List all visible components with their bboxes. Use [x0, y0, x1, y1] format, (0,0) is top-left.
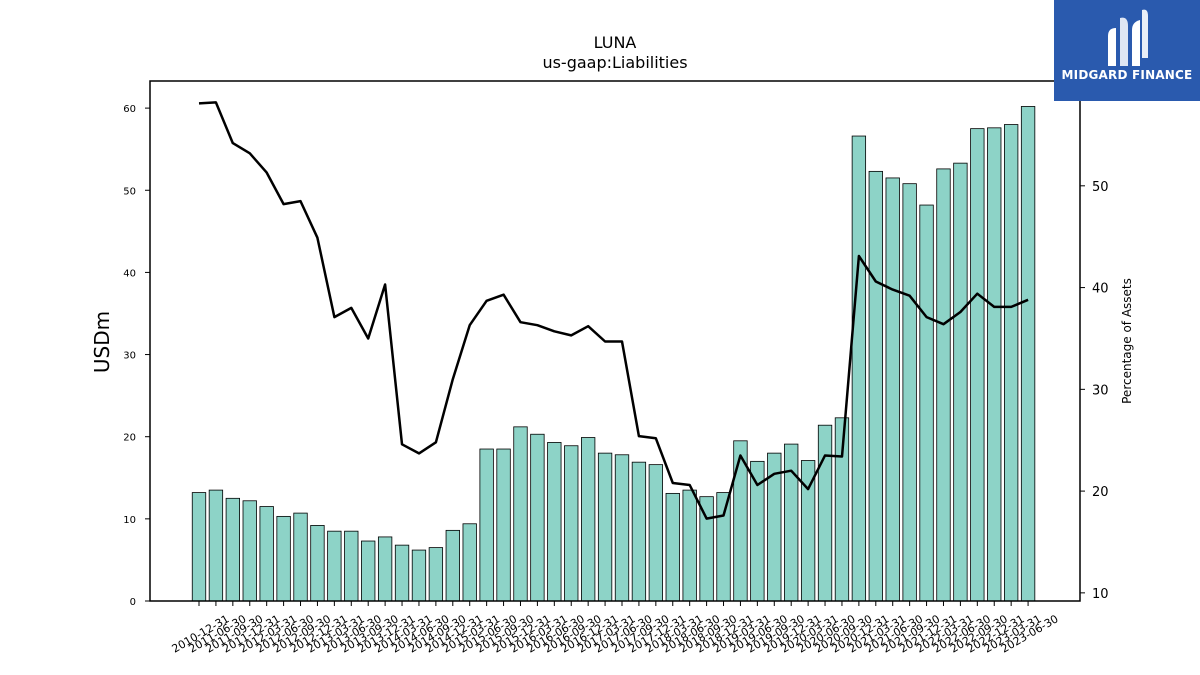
y2-tick-label: 10: [1092, 587, 1109, 602]
y2-tick-label: 50: [1092, 180, 1109, 195]
bar: [817, 424, 833, 602]
y-tick-label: 30: [123, 351, 136, 362]
bar: [784, 443, 799, 602]
bar: [293, 512, 308, 602]
y-tick-label: 50: [123, 186, 136, 197]
chart-title: LUNA: [594, 33, 637, 52]
bar: [614, 454, 630, 602]
bar: [208, 489, 224, 602]
axes-layer: 010203040506010203040502010-12-312011-06…: [123, 104, 1108, 655]
series-line: [198, 101, 1029, 520]
bar: [496, 448, 511, 602]
bar: [411, 549, 427, 602]
bars-layer: [191, 106, 1036, 602]
plot-frame: [149, 80, 1081, 602]
chart-subtitle: us-gaap:Liabilities: [542, 53, 687, 72]
bar: [581, 437, 596, 602]
y-tick-label: 60: [123, 104, 136, 115]
y2-axis-label: Percentage of Assets: [1120, 278, 1134, 404]
bar: [665, 492, 680, 602]
bar: [648, 464, 663, 602]
bar: [919, 204, 934, 602]
bar: [394, 544, 410, 602]
bar: [868, 170, 883, 602]
bar: [310, 525, 325, 602]
bar: [987, 127, 1002, 602]
brand-logo-icon: [1108, 9, 1148, 66]
bar: [225, 497, 240, 602]
y2-tick-label: 30: [1092, 383, 1109, 398]
y-tick-label: 20: [123, 433, 136, 444]
bar: [564, 445, 579, 602]
y2-tick-label: 20: [1092, 485, 1109, 500]
bar: [445, 529, 460, 602]
bar: [716, 492, 731, 602]
y-tick-label: 40: [123, 268, 136, 279]
bar: [682, 489, 697, 602]
y-tick-label: 0: [130, 597, 136, 608]
bar: [462, 523, 477, 602]
bar: [699, 496, 714, 602]
bar: [1020, 106, 1036, 602]
bar: [361, 540, 376, 602]
bar: [1004, 124, 1019, 602]
bar: [631, 461, 647, 602]
bar: [597, 452, 613, 602]
bar: [547, 442, 562, 602]
bar: [242, 500, 257, 602]
brand-logo: MIDGARD FINANCE: [1054, 0, 1200, 101]
bar: [276, 515, 291, 602]
bar: [970, 128, 985, 602]
bar: [936, 168, 951, 602]
y2-tick-label: 40: [1092, 282, 1109, 297]
bar: [428, 547, 444, 602]
bar: [530, 433, 545, 602]
bar: [344, 530, 359, 602]
bar: [902, 183, 917, 602]
bar: [327, 530, 342, 602]
y-tick-label: 10: [123, 515, 136, 526]
bar: [479, 448, 494, 602]
bar: [377, 536, 393, 602]
bar: [953, 162, 968, 602]
y-axis-label: USDm: [90, 311, 114, 373]
bar: [259, 506, 274, 602]
brand-name: MIDGARD FINANCE: [1061, 68, 1193, 82]
line-layer: [198, 101, 1029, 520]
bar: [885, 177, 900, 602]
bar: [851, 135, 867, 602]
bar: [513, 426, 528, 602]
bar: [191, 492, 207, 602]
